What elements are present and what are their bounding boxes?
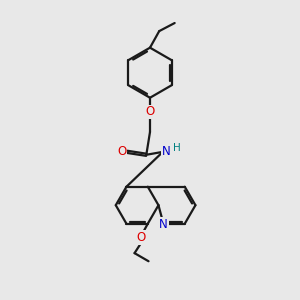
Text: N: N <box>162 145 171 158</box>
Text: O: O <box>146 105 154 118</box>
Text: H: H <box>172 143 180 153</box>
Text: O: O <box>117 145 126 158</box>
Text: O: O <box>136 231 146 244</box>
Text: N: N <box>159 218 168 231</box>
